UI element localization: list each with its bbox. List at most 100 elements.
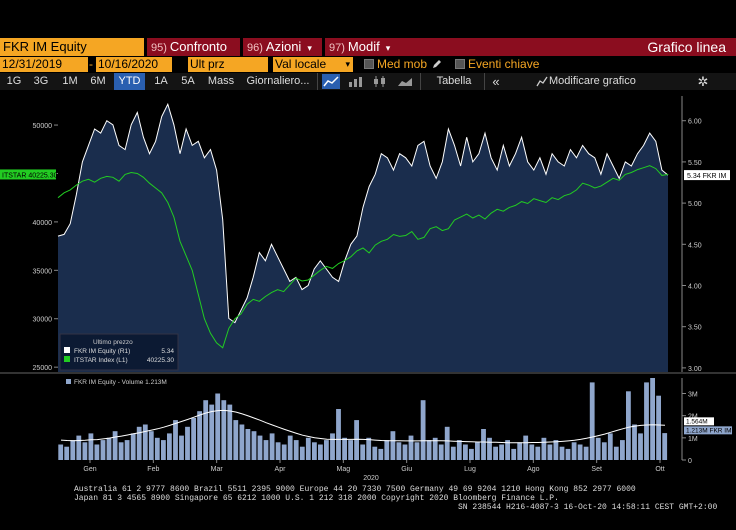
legend-value: 40225.30 — [147, 357, 174, 364]
volume-bar — [553, 440, 559, 460]
period-5y[interactable]: 5A — [181, 75, 195, 87]
volume-bar — [547, 444, 553, 460]
end-date-field[interactable]: 10/16/2020 — [96, 57, 172, 72]
currency-label: Val locale — [275, 57, 327, 71]
volume-legend-label: FKR IM Equity - Volume 1.213M — [74, 379, 167, 386]
volume-bar — [348, 440, 353, 460]
pencil-icon[interactable] — [431, 58, 443, 70]
volume-bar — [656, 395, 661, 460]
volume-bar — [106, 437, 112, 460]
footer-line: Japan 81 3 4565 8900 Singapore 65 6212 1… — [74, 494, 559, 503]
volume-bar — [523, 435, 529, 460]
volume-axis-label: 1M — [688, 436, 698, 443]
volume-last-tag-label: 1.213M FKR IM — [686, 427, 732, 434]
period-ytd[interactable]: YTD — [114, 73, 145, 90]
key-events-label[interactable]: Eventi chiave — [468, 57, 540, 71]
volume-bar — [58, 444, 64, 460]
volume-bar — [112, 431, 118, 460]
volume-bar — [312, 442, 317, 460]
left-axis-label: 40000 — [33, 220, 53, 227]
volume-bar — [82, 442, 88, 460]
volume-bar — [305, 437, 311, 460]
volume-bar — [245, 429, 251, 460]
compare-menu-button[interactable]: 95) Confronto — [147, 38, 240, 56]
key-events-checkbox[interactable] — [455, 59, 465, 69]
volume-bar — [481, 429, 486, 460]
toolbar-divider — [317, 73, 318, 90]
volume-bar — [366, 437, 372, 460]
table-button[interactable]: Tabella — [436, 75, 472, 87]
moving-average-label[interactable]: Med mob — [377, 57, 428, 71]
itstar-line — [57, 165, 669, 349]
volume-bar — [463, 444, 468, 460]
chart-type-title: Grafico linea — [402, 38, 736, 56]
volume-bar — [517, 442, 523, 460]
volume-bar — [444, 426, 450, 460]
volume-bar — [638, 433, 643, 460]
itstar-last-tag — [0, 169, 56, 180]
bar-chart-icon[interactable] — [348, 76, 364, 87]
area-chart-icon[interactable] — [397, 76, 413, 87]
period-max[interactable]: Mass — [207, 75, 235, 87]
volume-bar — [378, 448, 384, 460]
frequency-select[interactable]: Giornaliero... — [246, 75, 310, 87]
volume-bar — [499, 444, 504, 460]
volume-bar — [589, 382, 595, 460]
modify-chart-button[interactable]: Modificare grafico — [549, 75, 636, 87]
menu-label: Azioni — [265, 39, 302, 54]
menu-number: 97) — [329, 42, 345, 54]
volume-bar — [64, 446, 70, 460]
x-axis-label: Mag — [337, 466, 351, 473]
period-1m[interactable]: 1M — [62, 75, 78, 87]
volume-bar — [408, 435, 414, 460]
chevron-down-icon: ▾ — [345, 59, 350, 69]
volume-legend-swatch — [66, 379, 71, 384]
volume-bar — [142, 424, 148, 460]
volume-bar — [70, 440, 76, 460]
gear-icon[interactable]: ✲ — [697, 74, 709, 89]
modify-menu-button[interactable]: 97) Modif ▾ — [325, 38, 402, 56]
price-field-select[interactable]: Ult prz — [188, 57, 268, 72]
chart-settings-icon[interactable] — [536, 75, 548, 87]
candlestick-icon[interactable] — [372, 76, 388, 87]
legend-box — [59, 333, 179, 371]
line-chart-icon[interactable] — [322, 74, 340, 89]
volume-bar — [535, 446, 541, 460]
volume-bar — [281, 444, 287, 460]
period-1d[interactable]: 1G — [6, 75, 22, 87]
period-3d[interactable]: 3G — [33, 75, 49, 87]
x-axis-label: Mar — [211, 466, 224, 473]
legend-label: FKR IM Equity (R1) — [74, 348, 130, 355]
volume-bar — [607, 433, 613, 460]
volume-bar — [185, 426, 190, 460]
volume-bar — [299, 446, 305, 460]
period-6m[interactable]: 6M — [90, 75, 106, 87]
volume-bar — [88, 433, 94, 460]
period-1y[interactable]: 1A — [154, 75, 168, 87]
volume-bar — [613, 446, 619, 460]
legend-swatch — [64, 347, 70, 353]
legend-title: Ultimo prezzo — [93, 339, 133, 346]
x-axis-label: Ott — [655, 466, 664, 473]
volume-bar — [432, 437, 438, 460]
volume-bar — [360, 444, 366, 460]
collapse-icon[interactable]: « — [492, 74, 500, 89]
ticker-field[interactable]: FKR IM Equity — [0, 38, 144, 56]
fkr-line — [57, 102, 669, 324]
menu-label: Confronto — [169, 39, 227, 54]
volume-bar — [154, 437, 160, 460]
volume-bar — [372, 446, 378, 460]
right-axis-label: 3.50 — [688, 325, 702, 332]
x-axis-label: Lug — [464, 466, 476, 473]
volume-bar — [565, 448, 571, 460]
moving-average-checkbox[interactable] — [364, 59, 374, 69]
volume-bar — [396, 442, 402, 460]
right-axis-label: 5.00 — [688, 201, 702, 208]
actions-menu-button[interactable]: 96) Azioni ▾ — [243, 38, 322, 56]
start-date-field[interactable]: 12/31/2019 — [0, 57, 88, 72]
volume-bar — [318, 444, 323, 460]
currency-field-select[interactable]: Val locale ▾ — [273, 57, 353, 72]
volume-bar — [239, 424, 245, 460]
fkr-last-tag-label: 5.34 FKR IM — [687, 173, 726, 180]
footer-line: SN 238544 H216-4087-3 16-Oct-20 14:58:11… — [458, 503, 718, 512]
